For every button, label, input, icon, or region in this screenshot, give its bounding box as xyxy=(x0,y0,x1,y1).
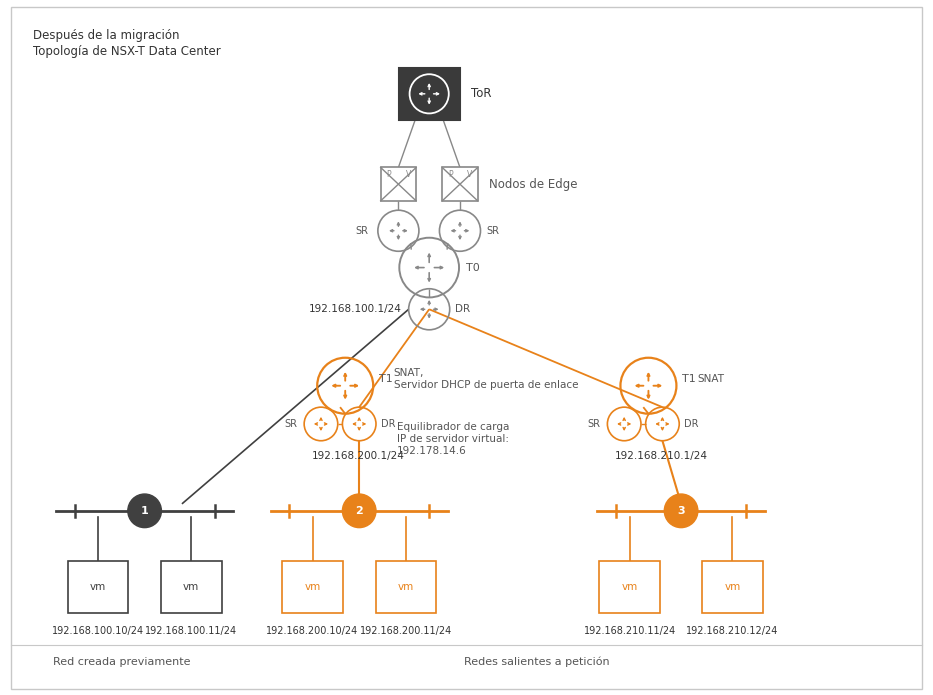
Text: Servidor DHCP de puerta de enlace: Servidor DHCP de puerta de enlace xyxy=(394,380,578,390)
Text: 192.168.210.12/24: 192.168.210.12/24 xyxy=(686,626,779,636)
Bar xyxy=(282,562,343,614)
Text: T1: T1 xyxy=(682,374,696,384)
Text: V: V xyxy=(467,170,472,179)
Text: Red creada previamente: Red creada previamente xyxy=(52,657,190,667)
Text: V: V xyxy=(406,170,411,179)
Bar xyxy=(600,562,661,614)
Text: 192.168.100.11/24: 192.168.100.11/24 xyxy=(146,626,237,636)
Bar xyxy=(381,167,416,201)
Bar xyxy=(442,167,478,201)
Text: vm: vm xyxy=(304,582,321,592)
Text: vm: vm xyxy=(90,582,106,592)
Text: SNAT: SNAT xyxy=(697,374,724,384)
Text: 192.168.200.11/24: 192.168.200.11/24 xyxy=(360,626,452,636)
Text: P: P xyxy=(448,170,453,179)
Text: Equilibrador de carga: Equilibrador de carga xyxy=(397,423,508,432)
Text: 3: 3 xyxy=(677,506,685,516)
Text: IP de servidor virtual:: IP de servidor virtual: xyxy=(397,434,508,444)
Text: DR: DR xyxy=(684,419,699,429)
Text: vm: vm xyxy=(397,582,414,592)
Ellipse shape xyxy=(342,494,376,528)
FancyBboxPatch shape xyxy=(11,7,922,689)
Text: SNAT,: SNAT, xyxy=(394,368,425,378)
Text: P: P xyxy=(386,170,391,179)
Text: vm: vm xyxy=(724,582,741,592)
Text: DR: DR xyxy=(455,304,470,314)
Text: 192.178.14.6: 192.178.14.6 xyxy=(397,446,466,456)
Bar xyxy=(67,562,129,614)
Text: 2: 2 xyxy=(355,506,363,516)
Text: 192.168.200.1/24: 192.168.200.1/24 xyxy=(312,451,405,461)
Bar xyxy=(399,68,459,120)
Bar xyxy=(375,562,436,614)
Text: T1: T1 xyxy=(379,374,393,384)
Text: SR: SR xyxy=(486,226,499,236)
Ellipse shape xyxy=(128,494,161,528)
Text: T0: T0 xyxy=(466,263,480,272)
Text: Nodos de Edge: Nodos de Edge xyxy=(489,178,578,190)
Text: SR: SR xyxy=(588,419,601,429)
Text: Redes salientes a petición: Redes salientes a petición xyxy=(464,656,609,667)
Text: Después de la migración: Después de la migración xyxy=(33,29,179,42)
Text: 192.168.100.10/24: 192.168.100.10/24 xyxy=(52,626,144,636)
Text: 192.168.210.1/24: 192.168.210.1/24 xyxy=(615,451,708,461)
Text: DR: DR xyxy=(381,419,396,429)
Text: vm: vm xyxy=(183,582,200,592)
Text: 192.168.100.1/24: 192.168.100.1/24 xyxy=(308,304,401,314)
Text: Topología de NSX-T Data Center: Topología de NSX-T Data Center xyxy=(33,45,220,58)
Text: ToR: ToR xyxy=(471,88,491,100)
Bar xyxy=(703,562,763,614)
Text: SR: SR xyxy=(285,419,298,429)
Bar xyxy=(160,562,222,614)
Text: 192.168.200.10/24: 192.168.200.10/24 xyxy=(267,626,358,636)
Text: vm: vm xyxy=(621,582,638,592)
Ellipse shape xyxy=(664,494,698,528)
Text: 192.168.210.11/24: 192.168.210.11/24 xyxy=(584,626,675,636)
Text: SR: SR xyxy=(355,226,369,236)
Text: 1: 1 xyxy=(141,506,148,516)
